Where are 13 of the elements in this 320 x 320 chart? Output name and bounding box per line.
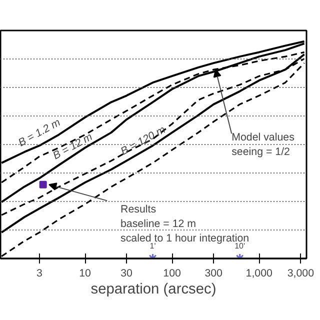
text: B = 120 m	[118, 124, 168, 158]
x-tick-label: 1,000	[246, 268, 273, 280]
x-tick-label: 3	[36, 268, 43, 280]
annotation: 10'	[234, 242, 246, 250]
x-axis-title: separation (arcsec)	[90, 282, 216, 298]
x-tick-label: 10	[79, 268, 92, 280]
x-tick-label: 300	[204, 268, 223, 280]
annotation: 1'	[150, 242, 156, 250]
annotation: Results baseline = 12 m scaled to 1 hour integration	[120, 204, 250, 244]
x-tick-label: 30	[120, 268, 133, 280]
x-tick-label: 100	[163, 268, 182, 280]
x-tick-label: 3,000	[287, 268, 314, 280]
annotation: Model values seeing = 1/2	[232, 132, 294, 158]
